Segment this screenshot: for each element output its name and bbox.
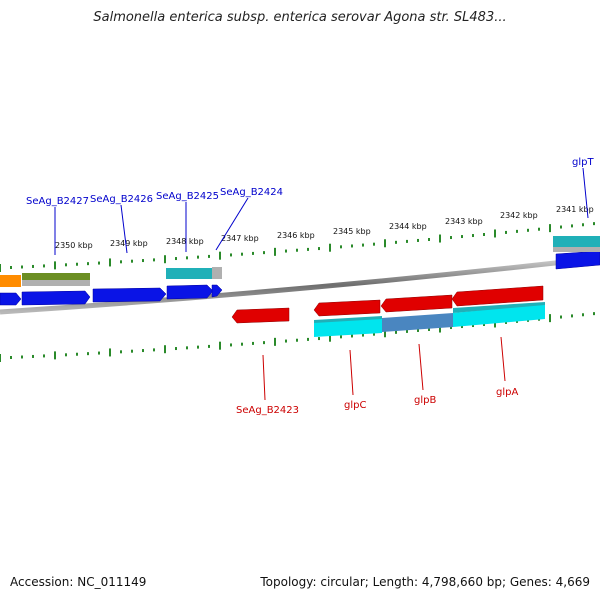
leader-glpC xyxy=(349,349,354,396)
kbp-label-2348: 2348 kbp xyxy=(166,237,204,246)
gene-label-SeAg_B2423[interactable]: SeAg_B2423 xyxy=(236,405,299,416)
gene-label-SeAg_B2427[interactable]: SeAg_B2427 xyxy=(26,196,89,207)
feature-steel-glpB[interactable] xyxy=(382,313,453,332)
feature-gray-under-olive[interactable] xyxy=(22,280,90,286)
gene-cds-SeAg_B2423[interactable] xyxy=(231,307,290,324)
gene-label-glpC[interactable]: glpC xyxy=(344,400,366,411)
kbp-label-2349: 2349 kbp xyxy=(110,239,148,248)
gene-label-glpA[interactable]: glpA xyxy=(496,387,518,398)
gene-cds-glpT[interactable] xyxy=(555,250,600,270)
feature-gray-glpT[interactable] xyxy=(553,247,600,252)
reverse-feature-track xyxy=(314,302,545,337)
feature-gray-B2424[interactable] xyxy=(212,267,222,279)
feature-olive[interactable] xyxy=(22,273,90,280)
accession-text: Accession: NC_011149 xyxy=(10,575,147,589)
gene-cds-SeAg_B2427[interactable] xyxy=(21,290,91,306)
kbp-label-2346: 2346 kbp xyxy=(277,231,315,240)
feature-cyan-glpT[interactable] xyxy=(553,236,600,247)
gene-label-SeAg_B2426[interactable]: SeAg_B2426 xyxy=(90,194,153,205)
forward-feature-track xyxy=(0,236,600,287)
feature-cyan-glpC-top[interactable] xyxy=(314,316,382,323)
gene-labels-top: SeAg_B2427 SeAg_B2426 SeAg_B2425 SeAg_B2… xyxy=(26,157,594,207)
kbp-label-2347: 2347 kbp xyxy=(221,234,259,243)
kbp-label-2342: 2342 kbp xyxy=(500,211,538,220)
gene-cds-SeAg_B2426[interactable] xyxy=(92,287,167,303)
gene-cds-left-edge[interactable] xyxy=(0,292,22,306)
gene-label-glpT[interactable]: glpT xyxy=(572,157,594,168)
gene-labels-bottom: SeAg_B2423 glpC glpB glpA xyxy=(236,387,518,416)
leader-glpB xyxy=(418,343,424,391)
tick-row-outer xyxy=(0,222,595,272)
genome-backbone xyxy=(0,255,600,315)
gene-cds-glpC[interactable] xyxy=(313,299,381,317)
gene-cds-glpB[interactable] xyxy=(380,294,453,313)
feature-orange[interactable] xyxy=(0,275,21,287)
label-leaders xyxy=(54,167,589,401)
gene-label-SeAg_B2425[interactable]: SeAg_B2425 xyxy=(156,191,219,202)
leader-SeAg_B2424 xyxy=(215,197,249,251)
gene-cds-SeAg_B2425[interactable] xyxy=(166,284,214,300)
kbp-labels: 2350 kbp 2349 kbp 2348 kbp 2347 kbp 2346… xyxy=(55,205,594,250)
feature-cyan-glpC[interactable] xyxy=(314,318,382,337)
gene-label-glpB[interactable]: glpB xyxy=(414,395,436,406)
gene-cds-SeAg_B2424[interactable] xyxy=(211,284,223,298)
kbp-label-2345: 2345 kbp xyxy=(333,227,371,236)
gene-label-SeAg_B2424[interactable]: SeAg_B2424 xyxy=(220,187,283,198)
leader-SeAg_B2423 xyxy=(262,354,266,401)
kbp-label-2350: 2350 kbp xyxy=(55,241,93,250)
leader-SeAg_B2426 xyxy=(120,204,128,254)
genome-title: Salmonella enterica subsp. enterica sero… xyxy=(93,10,507,25)
forward-cds-track xyxy=(0,250,600,306)
leader-glpT xyxy=(582,167,589,219)
kbp-label-2341: 2341 kbp xyxy=(556,205,594,214)
feature-cyan-glpA-top[interactable] xyxy=(453,302,545,313)
leader-glpA xyxy=(500,336,506,382)
feature-cyan-glpA[interactable] xyxy=(453,304,545,327)
kbp-label-2343: 2343 kbp xyxy=(445,217,483,226)
feature-cyan-B2425[interactable] xyxy=(166,268,212,279)
kbp-label-2344: 2344 kbp xyxy=(389,222,427,231)
reverse-cds-track xyxy=(231,285,544,324)
gene-cds-glpA[interactable] xyxy=(451,285,544,307)
genome-summary-text: Topology: circular; Length: 4,798,660 bp… xyxy=(260,575,590,589)
